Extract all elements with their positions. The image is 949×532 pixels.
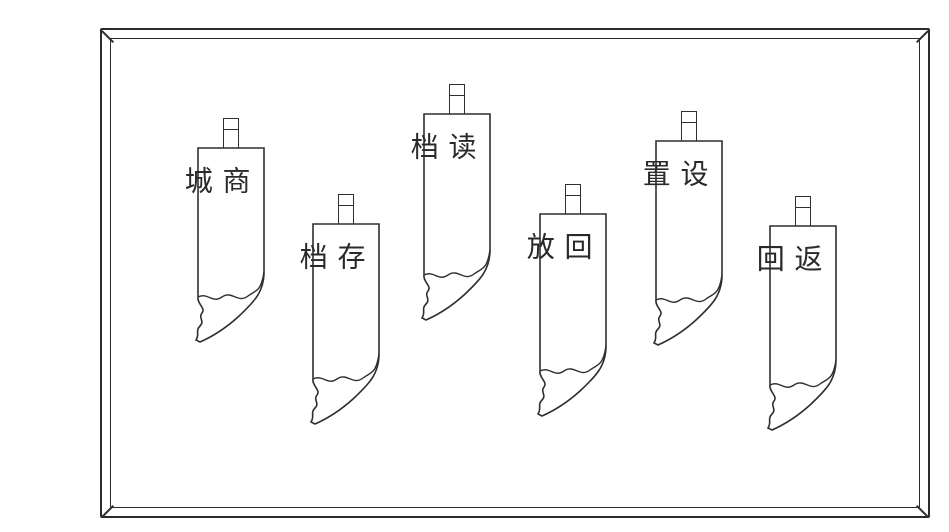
scroll-paper-icon [646, 135, 732, 347]
menu-canvas: 商城 存档 读档 回放 设置 [0, 0, 949, 532]
scroll-paper-icon [303, 218, 389, 426]
scroll-paper-icon [188, 142, 274, 342]
scroll-paper-icon [530, 208, 616, 418]
scroll-paper-icon [760, 220, 846, 432]
scroll-paper-icon [414, 108, 500, 323]
